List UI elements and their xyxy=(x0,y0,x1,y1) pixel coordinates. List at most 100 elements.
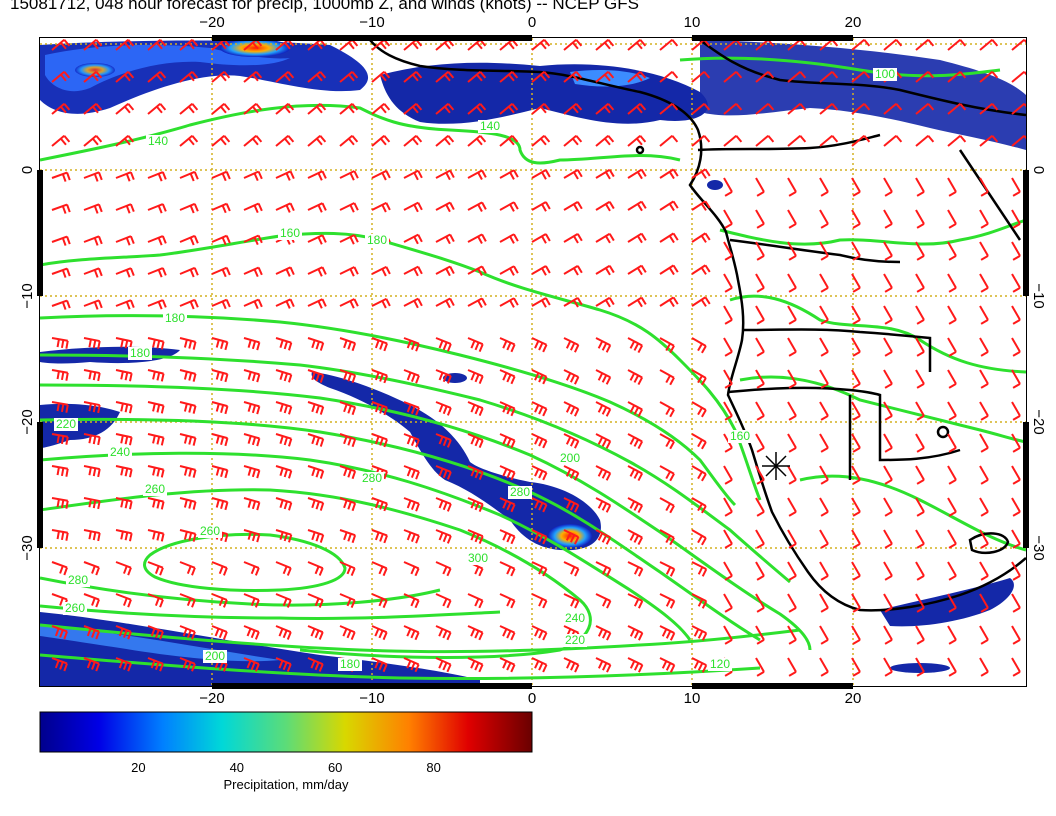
wind-barb xyxy=(115,70,135,83)
wind-barb xyxy=(83,465,101,478)
wind-barb xyxy=(659,337,675,354)
wind-barb xyxy=(915,657,925,677)
wind-barb xyxy=(883,625,893,645)
wind-barb xyxy=(819,70,839,83)
wind-barb xyxy=(1011,593,1021,613)
wind-barb xyxy=(755,433,765,453)
wind-barb xyxy=(563,297,583,308)
wind-barb xyxy=(723,273,733,293)
wind-barb xyxy=(115,625,132,640)
wind-barb xyxy=(819,465,829,485)
wind-barb xyxy=(883,369,893,389)
wind-barb xyxy=(531,265,551,276)
wind-barb xyxy=(659,433,675,450)
wind-barb xyxy=(691,625,708,641)
wind-barb xyxy=(339,465,357,480)
wind-barb xyxy=(851,305,861,325)
wind-barb xyxy=(275,497,293,511)
wind-barb xyxy=(1011,177,1021,197)
wind-barb xyxy=(787,657,797,677)
wind-barb xyxy=(339,102,359,115)
contour-label: 280 xyxy=(362,471,382,485)
wind-barb xyxy=(531,38,551,51)
wind-barb xyxy=(115,235,135,246)
wind-barb xyxy=(659,134,679,147)
wind-barb xyxy=(51,171,71,182)
wind-barb xyxy=(179,497,197,510)
colorbar: 20 40 60 80 Precipitation, mm/day xyxy=(39,711,533,792)
wind-barb xyxy=(147,102,167,115)
contour-label: 300 xyxy=(468,551,488,565)
wind-barb xyxy=(691,369,707,386)
wind-barb xyxy=(531,657,548,673)
wind-barb xyxy=(595,70,615,83)
wind-barb xyxy=(179,298,199,310)
wind-barb xyxy=(499,593,516,609)
wind-barb xyxy=(851,102,871,115)
wind-barb xyxy=(627,657,644,673)
wind-barb xyxy=(51,625,68,640)
wind-barb xyxy=(179,202,199,214)
contour-land-4 xyxy=(799,474,1026,552)
wind-barb xyxy=(499,70,519,83)
wind-barb xyxy=(179,234,199,246)
wind-barb xyxy=(147,561,164,576)
wind-barb xyxy=(467,265,487,276)
wind-barb xyxy=(819,177,829,197)
wind-barb xyxy=(787,433,797,453)
wind-barb xyxy=(883,209,893,229)
wind-barb xyxy=(403,369,420,384)
wind-barb xyxy=(691,168,711,179)
wind-barb xyxy=(275,70,295,83)
precip-west-2 xyxy=(40,403,120,448)
wind-barb xyxy=(403,201,423,213)
wind-barb xyxy=(371,657,388,673)
contour-label-bg xyxy=(203,650,227,663)
wind-barb xyxy=(627,369,644,386)
wind-barb xyxy=(115,497,133,510)
contour-160 xyxy=(40,231,762,501)
wind-barb xyxy=(211,433,229,447)
wind-barb xyxy=(51,235,71,246)
precip-itcz-east xyxy=(700,40,1026,150)
wind-barb xyxy=(851,593,861,613)
wind-barb xyxy=(339,266,359,277)
contour-label: 200 xyxy=(560,451,580,465)
colorbar-gradient xyxy=(39,711,533,753)
wind-barb xyxy=(83,299,103,310)
wind-barb xyxy=(147,337,165,350)
wind-barb xyxy=(275,266,295,277)
wind-barb xyxy=(371,433,388,448)
wind-barb xyxy=(435,201,455,213)
contour-240-south xyxy=(40,623,801,654)
wind-barb xyxy=(627,70,647,83)
wind-barb xyxy=(435,401,452,416)
wind-barb xyxy=(787,273,797,293)
wind-barb xyxy=(179,593,196,608)
wind-barb xyxy=(787,305,797,325)
wind-barb xyxy=(179,266,199,278)
wind-barb xyxy=(947,177,957,197)
wind-barb xyxy=(723,529,733,549)
wind-barb xyxy=(595,168,615,180)
wind-barb xyxy=(659,296,679,308)
wind-barb xyxy=(499,369,516,385)
wind-barb xyxy=(851,657,861,677)
wind-barb xyxy=(147,465,165,478)
wind-barb xyxy=(115,529,133,542)
wind-barb xyxy=(211,401,229,415)
wind-barb xyxy=(435,497,452,512)
wind-barb xyxy=(979,209,989,229)
wind-barb xyxy=(1011,305,1021,325)
wind-barb xyxy=(115,171,135,182)
wind-barb xyxy=(691,102,711,115)
wind-barb xyxy=(595,337,612,353)
wind-barb xyxy=(115,401,133,414)
wind-barb xyxy=(563,265,583,276)
wind-barb xyxy=(691,561,708,577)
colorbar-tick-label: 20 xyxy=(131,760,145,775)
wind-barb xyxy=(275,657,292,672)
wind-barb xyxy=(211,234,231,246)
wind-barb xyxy=(51,497,69,509)
